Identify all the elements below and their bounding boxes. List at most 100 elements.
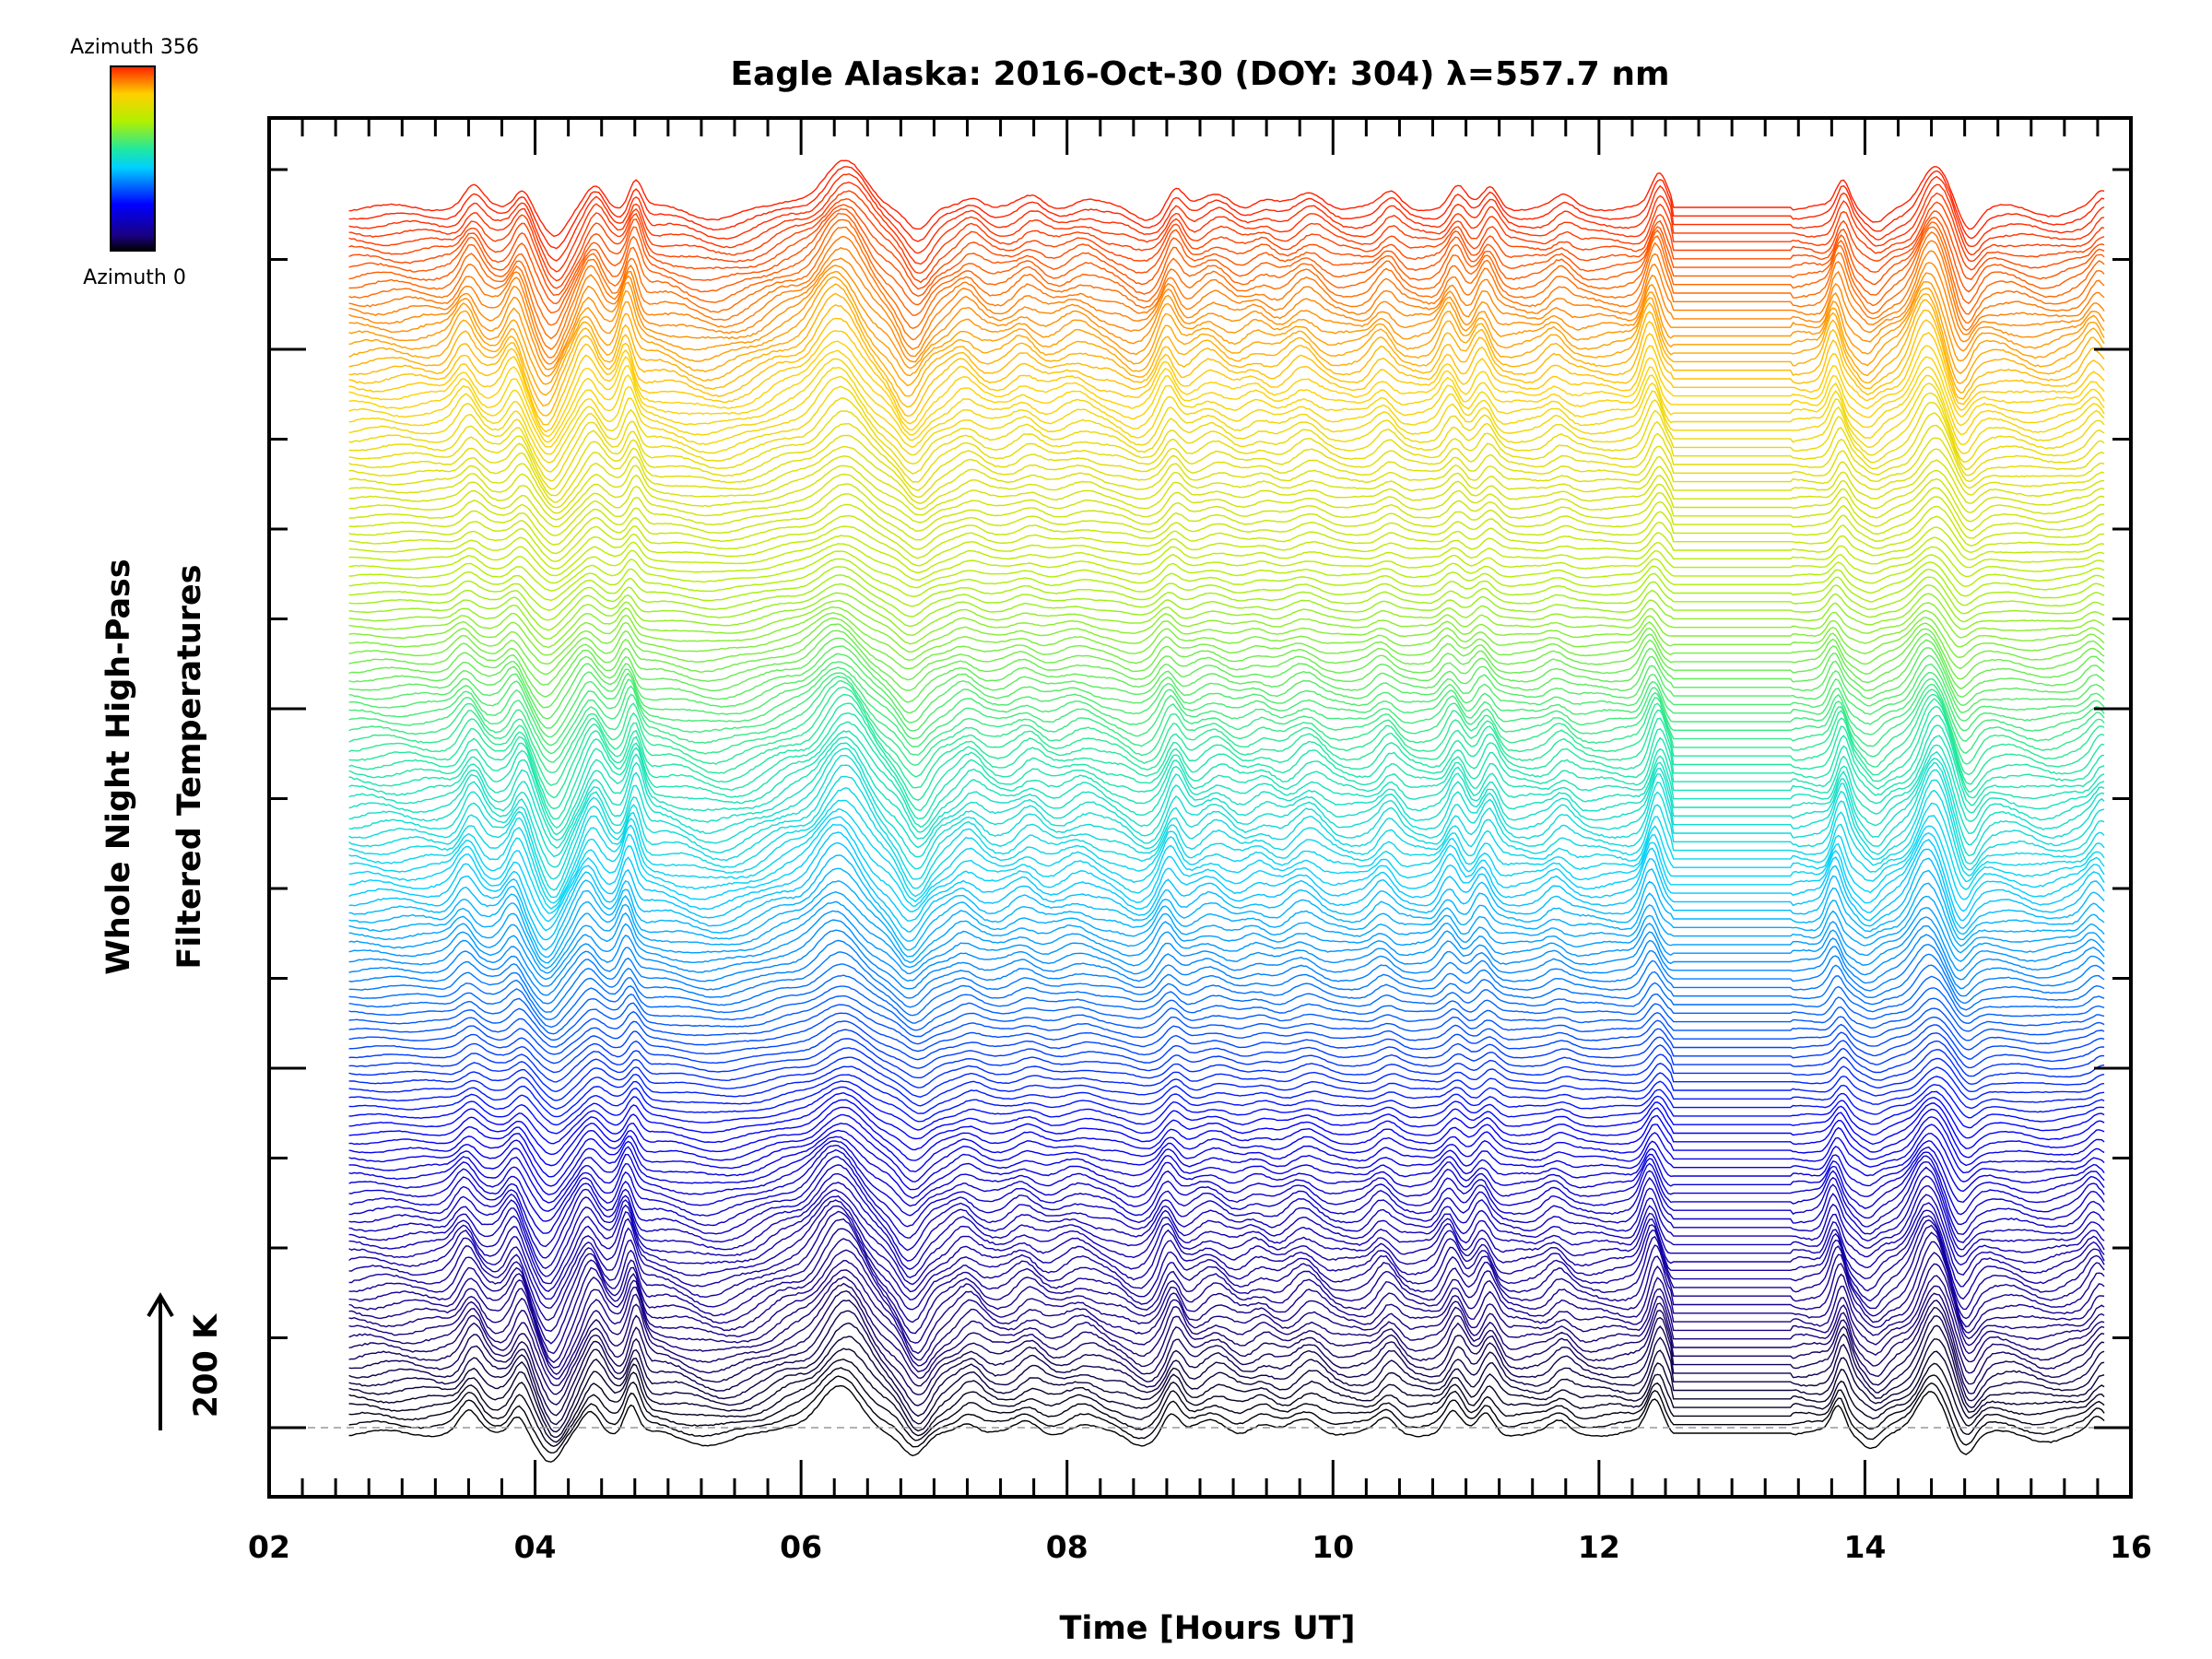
- azimuth-trace: [348, 831, 2105, 932]
- azimuth-trace: [348, 730, 2105, 836]
- plot-frame: [267, 116, 2133, 1499]
- azimuth-trace: [348, 1135, 2105, 1204]
- azimuth-trace: [348, 629, 2105, 698]
- azimuth-trace: [348, 1029, 2105, 1074]
- azimuth-trace: [348, 939, 2105, 1005]
- azimuth-trace: [348, 385, 2105, 473]
- azimuth-trace: [348, 775, 2105, 891]
- azimuth-trace: [348, 994, 2105, 1041]
- azimuth-trace: [348, 1164, 2105, 1259]
- azimuth-trace: [348, 1047, 2105, 1093]
- azimuth-trace: [348, 1276, 2105, 1380]
- azimuth-trace: [348, 1091, 2105, 1145]
- azimuth-trace: [348, 1122, 2105, 1187]
- azimuth-trace: [348, 606, 2105, 656]
- azimuth-trace: [348, 816, 2105, 914]
- azimuth-trace: [348, 867, 2105, 959]
- azimuth-trace: [348, 525, 2105, 570]
- azimuth-trace: [348, 1238, 2105, 1355]
- x-tick-label: 10: [1312, 1529, 1354, 1565]
- azimuth-trace: [348, 270, 2105, 377]
- axis-ticks: [267, 118, 2133, 1497]
- azimuth-trace: [348, 742, 2105, 849]
- azimuth-trace: [348, 1156, 2105, 1248]
- azimuth-trace: [348, 1218, 2105, 1332]
- x-tick-label: 02: [248, 1529, 290, 1565]
- azimuth-trace: [348, 910, 2105, 981]
- azimuth-trace: [348, 190, 2105, 282]
- azimuth-trace: [348, 1099, 2105, 1156]
- azimuth-trace: [348, 1210, 2105, 1322]
- azimuth-trace: [348, 483, 2105, 536]
- azimuth-trace: [348, 292, 2105, 407]
- azimuth-trace: [348, 686, 2105, 786]
- azimuth-trace: [348, 592, 2105, 641]
- azimuth-trace: [348, 159, 2105, 238]
- azimuth-trace: [348, 503, 2105, 555]
- azimuth-trace: [348, 1086, 2105, 1135]
- azimuth-trace: [348, 1335, 2105, 1433]
- azimuth-trace: [348, 661, 2105, 738]
- colorbar-bottom-label: Azimuth 0: [83, 266, 186, 289]
- azimuth-trace: [348, 653, 2105, 729]
- azimuth-trace: [348, 985, 2105, 1035]
- azimuth-trace: [348, 473, 2105, 528]
- azimuth-trace: [348, 854, 2105, 951]
- azimuth-trace: [348, 951, 2105, 1013]
- azimuth-trace: [348, 1173, 2105, 1269]
- azimuth-trace: [348, 410, 2105, 490]
- azimuth-trace: [348, 1113, 2105, 1178]
- azimuth-trace: [348, 226, 2105, 340]
- azimuth-trace: [348, 679, 2105, 773]
- x-tick-label: 12: [1578, 1529, 1620, 1565]
- azimuth-trace: [348, 1020, 2105, 1065]
- azimuth-trace: [348, 693, 2105, 799]
- azimuth-trace: [348, 349, 2105, 443]
- azimuth-trace: [348, 455, 2105, 514]
- azimuth-trace: [348, 735, 2105, 841]
- azimuth-trace: [348, 558, 2105, 602]
- azimuth-trace: [348, 1129, 2105, 1195]
- colorbar: [110, 65, 156, 252]
- azimuth-trace: [348, 890, 2105, 970]
- azimuth-trace: [348, 963, 2105, 1020]
- azimuth-trace: [348, 754, 2105, 868]
- x-axis-title: Time [Hours UT]: [1059, 1610, 1355, 1647]
- azimuth-trace: [348, 1065, 2105, 1111]
- x-tick-labels: 02 04 06 08 10 12 14 16: [248, 1529, 2152, 1565]
- azimuth-trace: [348, 1322, 2105, 1426]
- azimuth-trace: [348, 1347, 2105, 1439]
- scale-bar: 200 K: [147, 1292, 225, 1430]
- azimuth-trace: [348, 340, 2105, 438]
- azimuth-trace: [348, 1300, 2105, 1406]
- azimuth-trace: [348, 1259, 2105, 1369]
- azimuth-trace: [348, 304, 2105, 417]
- azimuth-trace: [348, 257, 2105, 365]
- x-tick-label: 08: [1046, 1529, 1088, 1565]
- azimuth-trace: [348, 1249, 2105, 1363]
- azimuth-trace: [348, 645, 2105, 720]
- azimuth-trace: [348, 1282, 2105, 1387]
- scale-bar-arrowhead: [147, 1292, 174, 1318]
- azimuth-trace: [348, 235, 2105, 350]
- azimuth-trace: [348, 637, 2105, 709]
- azimuth-trace: [348, 1189, 2105, 1285]
- azimuth-trace: [348, 550, 2105, 592]
- azimuth-trace: [348, 787, 2105, 899]
- azimuth-trace: [348, 623, 2105, 686]
- azimuth-trace: [348, 1144, 2105, 1222]
- azimuth-trace: [348, 1080, 2105, 1126]
- azimuth-trace: [348, 672, 2105, 755]
- azimuth-trace: [348, 841, 2105, 941]
- azimuth-trace: [348, 676, 2105, 763]
- azimuth-trace: [348, 198, 2105, 289]
- azimuth-trace: [348, 493, 2105, 546]
- azimuth-trace: [348, 599, 2105, 649]
- azimuth-trace: [348, 974, 2105, 1029]
- azimuth-trace: [348, 172, 2105, 262]
- colorbar-top-label: Azimuth 356: [70, 36, 199, 59]
- azimuth-trace: [348, 514, 2105, 562]
- azimuth-trace: [348, 799, 2105, 904]
- azimuth-trace: [348, 1367, 2105, 1448]
